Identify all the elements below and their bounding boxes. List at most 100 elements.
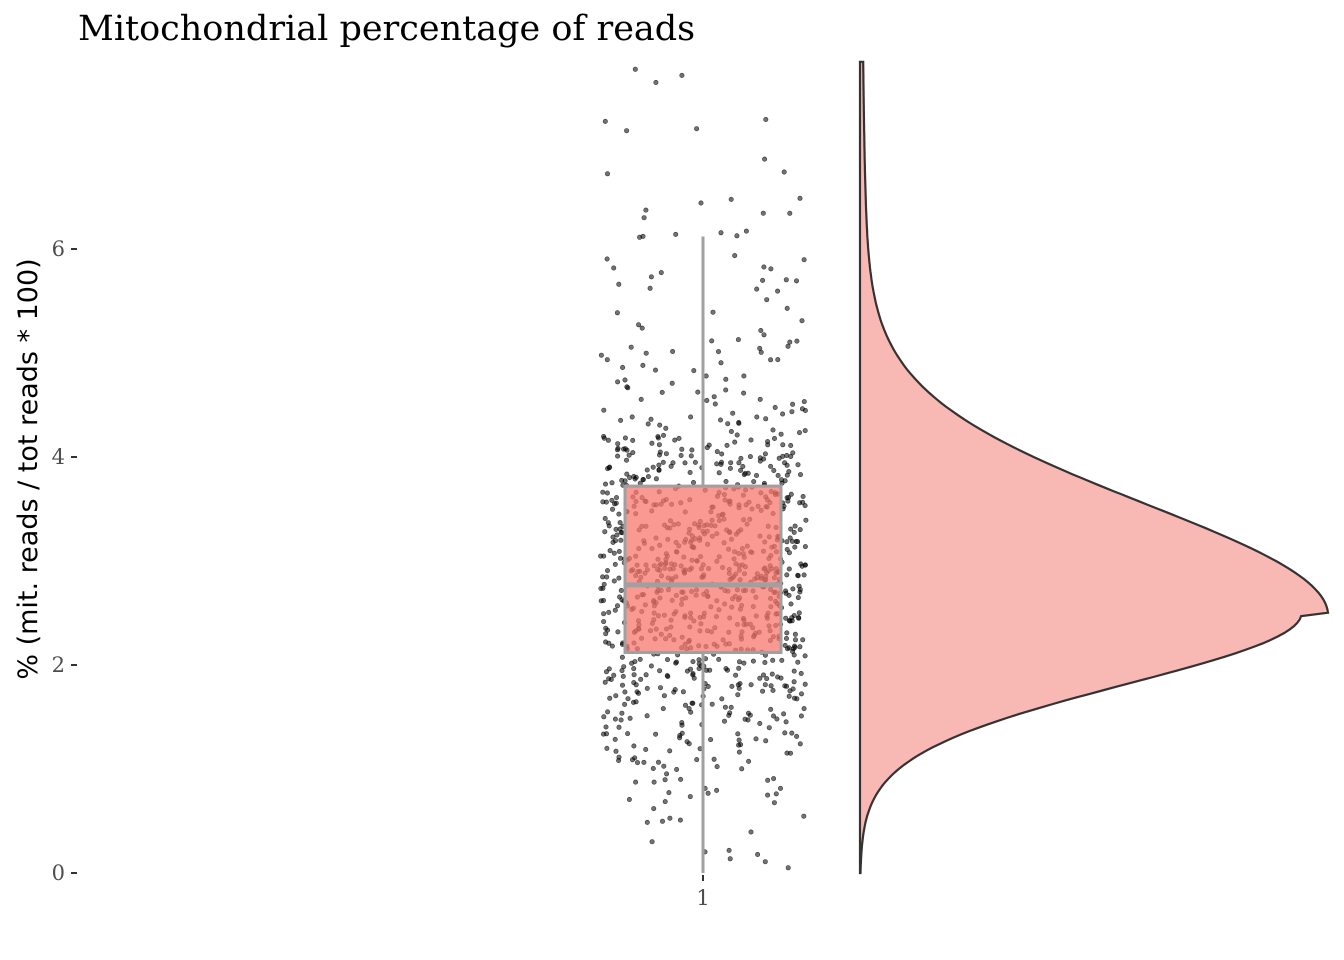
- data-point: [723, 478, 729, 484]
- data-point: [620, 364, 626, 370]
- data-point: [794, 733, 800, 739]
- data-point: [795, 659, 801, 665]
- data-point: [680, 689, 686, 695]
- data-point: [732, 439, 738, 445]
- data-point: [602, 118, 608, 124]
- data-point: [796, 610, 802, 616]
- data-point: [598, 585, 604, 591]
- data-point: [782, 683, 788, 689]
- data-point: [802, 544, 808, 550]
- data-point: [619, 710, 625, 716]
- data-point: [619, 682, 625, 688]
- data-point: [735, 731, 741, 737]
- data-point: [617, 526, 623, 532]
- data-point: [616, 548, 622, 554]
- data-point: [760, 688, 766, 694]
- data-point: [714, 461, 720, 467]
- data-point: [710, 309, 716, 315]
- data-point: [651, 779, 657, 785]
- data-point: [629, 414, 635, 420]
- data-point: [609, 643, 615, 649]
- data-point: [790, 401, 796, 407]
- y-tick-label: 0: [52, 861, 65, 885]
- data-point: [769, 671, 775, 677]
- data-point: [768, 357, 774, 363]
- data-point: [660, 432, 666, 438]
- data-point: [598, 352, 604, 358]
- data-point: [757, 455, 763, 461]
- data-point: [661, 763, 667, 769]
- data-point: [603, 724, 609, 730]
- data-point: [605, 466, 611, 472]
- data-point: [764, 676, 770, 682]
- data-point: [616, 511, 622, 517]
- data-point: [771, 467, 777, 473]
- data-point: [792, 631, 798, 637]
- data-point: [605, 709, 611, 715]
- data-point: [736, 659, 742, 665]
- data-point: [656, 462, 662, 468]
- data-point: [719, 696, 725, 702]
- data-point: [783, 635, 789, 641]
- data-point: [709, 701, 715, 707]
- data-point: [802, 428, 808, 434]
- data-point: [687, 469, 693, 475]
- data-point: [648, 274, 654, 280]
- data-point: [632, 66, 638, 72]
- data-point: [612, 716, 618, 722]
- data-point: [728, 460, 734, 466]
- data-point: [704, 397, 710, 403]
- data-point: [741, 390, 747, 396]
- data-point: [622, 377, 628, 383]
- data-point: [641, 759, 647, 765]
- data-point: [630, 450, 636, 456]
- data-point: [608, 676, 614, 682]
- data-point: [718, 230, 724, 236]
- data-point: [723, 666, 729, 672]
- data-point: [795, 595, 801, 601]
- data-point: [786, 592, 792, 598]
- data-point: [684, 668, 690, 674]
- data-point: [763, 738, 769, 744]
- data-point: [747, 454, 753, 460]
- data-point: [784, 305, 790, 311]
- data-point: [667, 748, 673, 754]
- data-point: [640, 362, 646, 368]
- data-point: [740, 463, 746, 469]
- data-point: [787, 688, 793, 694]
- iqr-box: [623, 484, 783, 655]
- data-point: [626, 796, 632, 802]
- data-point: [603, 625, 609, 631]
- data-point: [784, 539, 790, 545]
- data-point: [622, 701, 628, 707]
- x-axis: 1: [696, 875, 710, 910]
- data-point: [768, 683, 774, 689]
- data-point: [705, 683, 711, 689]
- data-point: [696, 657, 702, 663]
- data-point: [738, 455, 744, 461]
- data-point: [778, 431, 784, 437]
- data-point: [734, 233, 740, 239]
- data-point: [602, 679, 608, 685]
- data-point: [601, 619, 607, 625]
- data-point: [614, 532, 620, 538]
- data-point: [788, 491, 794, 497]
- data-point: [781, 169, 787, 175]
- data-point: [622, 689, 628, 695]
- data-point: [790, 586, 796, 592]
- data-point: [783, 719, 789, 725]
- data-point: [721, 718, 727, 724]
- data-point: [644, 819, 650, 825]
- data-point: [641, 215, 647, 221]
- data-point: [678, 452, 684, 458]
- data-point: [604, 171, 610, 177]
- data-point: [798, 670, 804, 676]
- data-point: [687, 794, 693, 800]
- data-point: [727, 856, 733, 862]
- data-point: [768, 266, 774, 272]
- data-point: [660, 706, 666, 712]
- data-point: [708, 737, 714, 743]
- data-point: [783, 615, 789, 621]
- data-point: [709, 338, 715, 344]
- data-point: [606, 640, 612, 646]
